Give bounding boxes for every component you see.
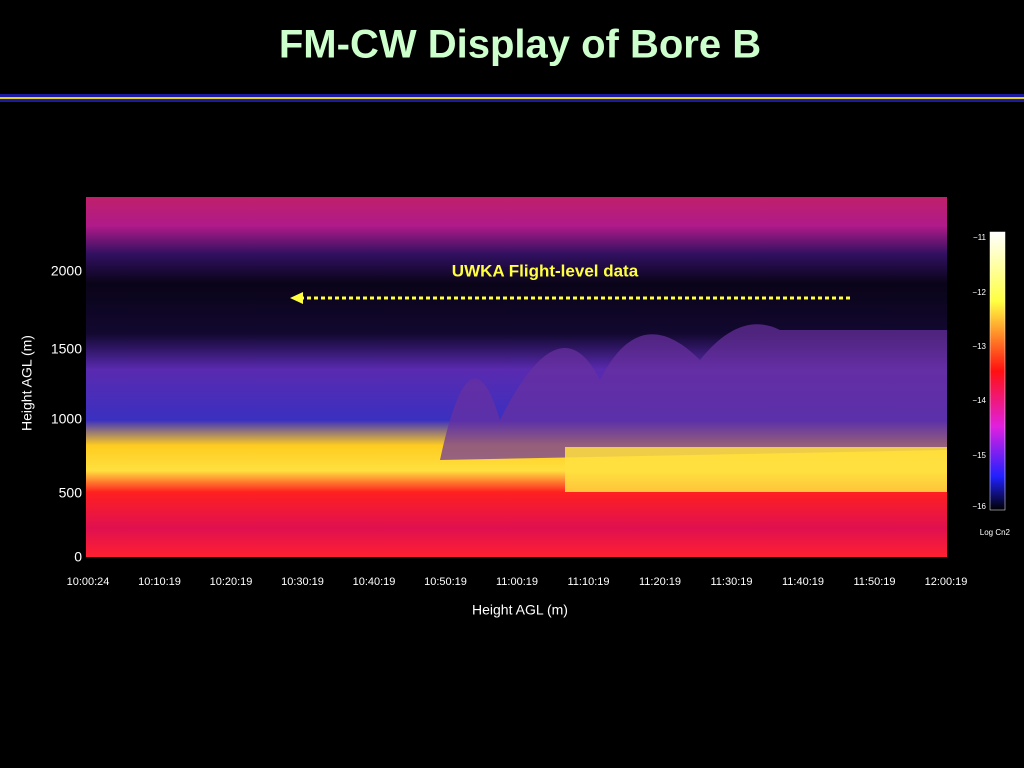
colorbar-label: −12 <box>972 288 986 297</box>
arrow-head <box>290 292 303 304</box>
x-tick-label: 11:00:19 <box>496 576 538 588</box>
y-tick-label: 1500 <box>51 341 82 357</box>
x-tick-label: 10:00:24 <box>67 576 110 588</box>
colorbar <box>989 231 1006 511</box>
bore-layer <box>565 447 947 492</box>
x-tick-label: 11:30:19 <box>710 576 752 588</box>
colorbar-label: −14 <box>972 396 986 405</box>
bore-wave <box>440 324 947 460</box>
x-tick-label: 12:00:19 <box>925 576 968 588</box>
y-tick-label: 1000 <box>51 411 82 427</box>
x-tick-label: 11:10:19 <box>567 576 609 588</box>
colorbar-label: −13 <box>972 342 986 351</box>
x-tick-label: 10:50:19 <box>424 576 467 588</box>
y-tick-label: 500 <box>59 485 83 501</box>
title-rule-inner <box>0 97 1024 99</box>
colorbar-title: Log Cn2 <box>980 528 1011 537</box>
x-axis-label: Height AGL (m) <box>472 602 568 618</box>
x-tick-label: 10:40:19 <box>353 576 396 588</box>
colorbar-label: −16 <box>972 502 986 511</box>
x-tick-label: 10:20:19 <box>210 576 253 588</box>
y-tick-label: 0 <box>74 549 82 565</box>
y-axis-label: Height AGL (m) <box>19 335 35 431</box>
x-tick-label: 10:30:19 <box>281 576 324 588</box>
colorbar-label: −15 <box>972 451 986 460</box>
x-tick-label: 11:20:19 <box>639 576 681 588</box>
y-tick-label: 2000 <box>51 263 82 279</box>
x-tick-label: 10:10:19 <box>138 576 181 588</box>
x-tick-label: 11:40:19 <box>782 576 824 588</box>
title: FM-CW Display of Bore B <box>279 23 761 67</box>
colorbar-label: −11 <box>973 233 987 242</box>
x-tick-label: 11:50:19 <box>853 576 895 588</box>
annotation: UWKA Flight-level data <box>452 261 639 280</box>
